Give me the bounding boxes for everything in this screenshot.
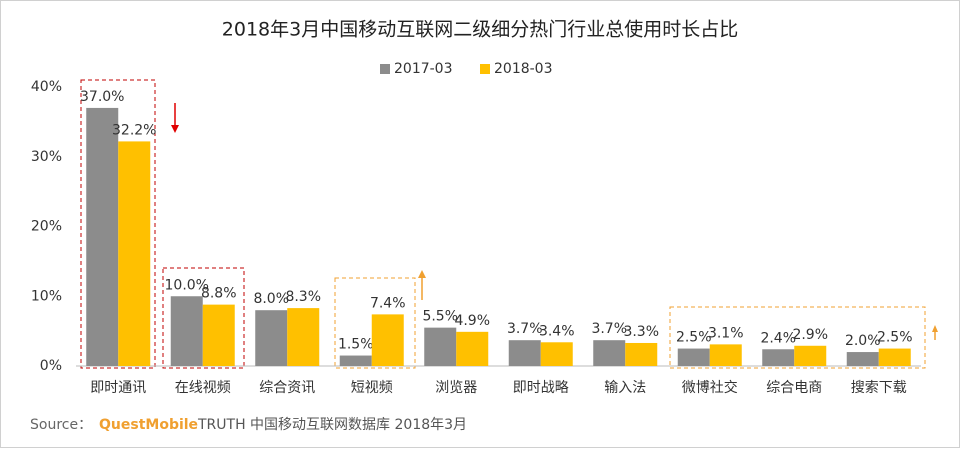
value-label: 2.5% xyxy=(676,330,712,346)
bar xyxy=(593,340,626,366)
value-label: 3.3% xyxy=(623,324,659,340)
bar xyxy=(287,308,320,366)
legend-swatch xyxy=(380,64,390,74)
value-label: 2.0% xyxy=(845,333,881,349)
legend-label: 2018-03 xyxy=(494,61,553,77)
highlight-box xyxy=(162,267,245,369)
value-label: 8.8% xyxy=(201,286,237,302)
value-label: 37.0% xyxy=(80,89,124,105)
bar xyxy=(878,348,911,366)
highlight-box xyxy=(334,277,416,369)
x-tick-label: 浏览器 xyxy=(435,380,477,396)
value-label: 3.7% xyxy=(507,321,543,337)
highlights xyxy=(80,79,926,369)
arrow-head xyxy=(932,325,938,332)
x-tick-label: 搜索下载 xyxy=(851,379,907,396)
x-tick-label: 输入法 xyxy=(604,380,646,396)
value-label: 2.9% xyxy=(792,327,828,343)
highlight-box xyxy=(669,306,926,369)
bar xyxy=(762,349,795,366)
x-tick-label: 短视频 xyxy=(351,380,393,396)
x-tick-label: 综合资讯 xyxy=(259,380,315,396)
source-label: Source： xyxy=(30,417,92,433)
bar xyxy=(339,355,372,366)
bar xyxy=(846,352,879,366)
y-tick-label: 0% xyxy=(40,358,62,374)
bar xyxy=(202,304,235,366)
value-label: 4.9% xyxy=(454,313,490,329)
source-brand: QuestMobile xyxy=(99,417,198,433)
bar xyxy=(540,342,573,366)
x-tick-label: 综合电商 xyxy=(766,380,822,396)
x-tick-label: 在线视频 xyxy=(175,380,231,396)
value-label: 8.3% xyxy=(285,289,321,305)
bar xyxy=(456,331,489,366)
bar xyxy=(170,296,203,366)
y-tick-label: 30% xyxy=(31,149,62,165)
bar xyxy=(86,107,119,367)
y-tick-label: 10% xyxy=(31,288,62,304)
chart-title: 2018年3月中国移动互联网二级细分热门行业总使用时长占比 xyxy=(222,19,738,41)
legend-label: 2017-03 xyxy=(394,61,453,77)
value-label: 2.5% xyxy=(877,330,913,346)
bar xyxy=(677,348,710,366)
arrow-head xyxy=(418,270,426,278)
value-label: 10.0% xyxy=(165,277,209,293)
source-text: TRUTH 中国移动互联网数据库 2018年3月 xyxy=(197,417,467,433)
x-tick-label: 微博社交 xyxy=(682,379,738,396)
x-tick-label: 即时战略 xyxy=(513,380,569,396)
bar xyxy=(625,342,658,366)
bar xyxy=(255,310,288,366)
value-label: 3.4% xyxy=(539,323,575,339)
x-tick-label: 即时通讯 xyxy=(90,380,146,396)
bar xyxy=(508,340,541,366)
bar xyxy=(118,141,151,366)
value-label: 3.1% xyxy=(708,325,744,341)
y-tick-label: 20% xyxy=(31,219,62,235)
bar xyxy=(709,344,742,366)
bar xyxy=(424,327,457,366)
value-label: 3.7% xyxy=(591,321,627,337)
arrows xyxy=(171,103,938,340)
bar xyxy=(794,345,827,366)
y-tick-label: 40% xyxy=(31,79,62,95)
arrow-head xyxy=(171,125,179,133)
legend-swatch xyxy=(480,64,490,74)
value-label: 8.0% xyxy=(253,291,289,307)
value-label: 7.4% xyxy=(370,295,406,311)
value-label: 32.2% xyxy=(112,122,156,138)
highlight-box xyxy=(80,79,156,369)
bar xyxy=(371,314,404,366)
value-label: 5.5% xyxy=(422,309,458,325)
value-label: 1.5% xyxy=(338,337,374,353)
value-label: 2.4% xyxy=(760,330,796,346)
